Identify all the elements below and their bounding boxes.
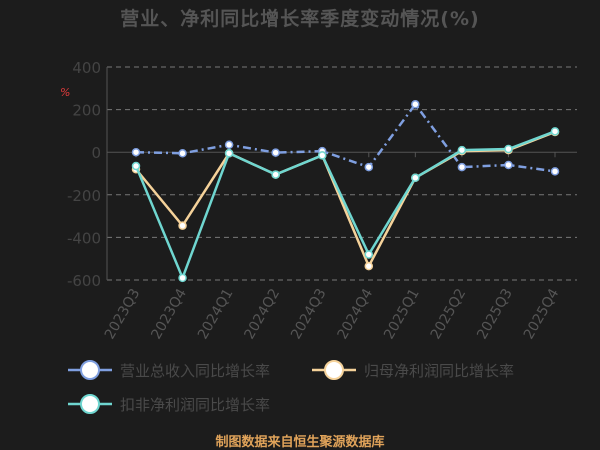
x-tick-label-0: 2023Q3 [102, 286, 144, 342]
data-point-0-0 [131, 147, 141, 157]
y-unit-label: % [60, 86, 71, 99]
data-point-2-5 [364, 250, 374, 259]
y-tick-label-3: -200 [67, 187, 101, 205]
data-point-2-9 [550, 127, 560, 136]
y-tick-label-1: 200 [72, 102, 101, 120]
data-point-2-8 [504, 144, 513, 154]
data-point-0-5 [364, 162, 374, 172]
data-point-0-2 [224, 140, 234, 149]
data-point-2-3 [271, 170, 280, 179]
data-point-0-9 [550, 167, 560, 176]
y-tick-label-0: 400 [72, 59, 101, 77]
data-point-1-5 [364, 261, 374, 271]
data-point-2-1 [178, 273, 187, 283]
legend-item-revenue[interactable]: 营业总收入同比增长率 [68, 358, 270, 382]
y-tick-label-5: -600 [67, 272, 101, 290]
x-tick-label-2: 2024Q1 [195, 286, 237, 342]
y-tick-label-2: 0 [91, 144, 101, 162]
data-point-0-7 [457, 162, 467, 172]
data-point-0-3 [271, 148, 280, 157]
legend-item-deducted-profit[interactable]: 扣非净利润同比增长率 [68, 392, 270, 416]
source-footer: 制图数据来自恒生聚源数据库 [215, 435, 385, 450]
legend-label-revenue: 营业总收入同比增长率 [120, 361, 271, 380]
x-tick-label-1: 2023Q4 [148, 286, 190, 342]
x-tick-label-8: 2025Q3 [474, 286, 516, 342]
data-point-2-0 [131, 161, 141, 171]
x-tick-label-5: 2024Q4 [335, 286, 377, 342]
x-tick-label-9: 2025Q4 [521, 286, 563, 342]
legend-marker-revenue-icon [68, 360, 112, 380]
legend-label-net-profit: 归母净利润同比增长率 [364, 361, 515, 380]
data-point-2-2 [224, 149, 234, 158]
data-point-0-6 [411, 100, 420, 109]
data-point-0-1 [178, 149, 187, 158]
x-tick-label-7: 2025Q2 [428, 286, 470, 342]
x-tick-label-3: 2024Q2 [241, 286, 283, 342]
data-point-1-1 [178, 221, 187, 230]
x-tick-label-6: 2025Q1 [381, 286, 423, 342]
data-point-2-7 [457, 145, 467, 155]
legend-label-deducted-profit: 扣非净利润同比增长率 [120, 395, 271, 414]
legend-item-net-profit[interactable]: 归母净利润同比增长率 [312, 358, 514, 382]
data-point-0-8 [504, 160, 513, 170]
data-point-2-6 [411, 173, 420, 183]
legend-marker-net-profit-icon [312, 360, 356, 380]
series-line-2 [134, 130, 556, 282]
y-tick-label-4: -400 [67, 229, 101, 247]
series-line-0 [135, 102, 556, 173]
data-point-2-4 [317, 151, 327, 160]
x-tick-label-4: 2024Q3 [288, 286, 330, 342]
chart-title: 营业、净利同比增长率季度变动情况(%) [120, 8, 480, 30]
legend-marker-deducted-profit-icon [68, 394, 112, 414]
